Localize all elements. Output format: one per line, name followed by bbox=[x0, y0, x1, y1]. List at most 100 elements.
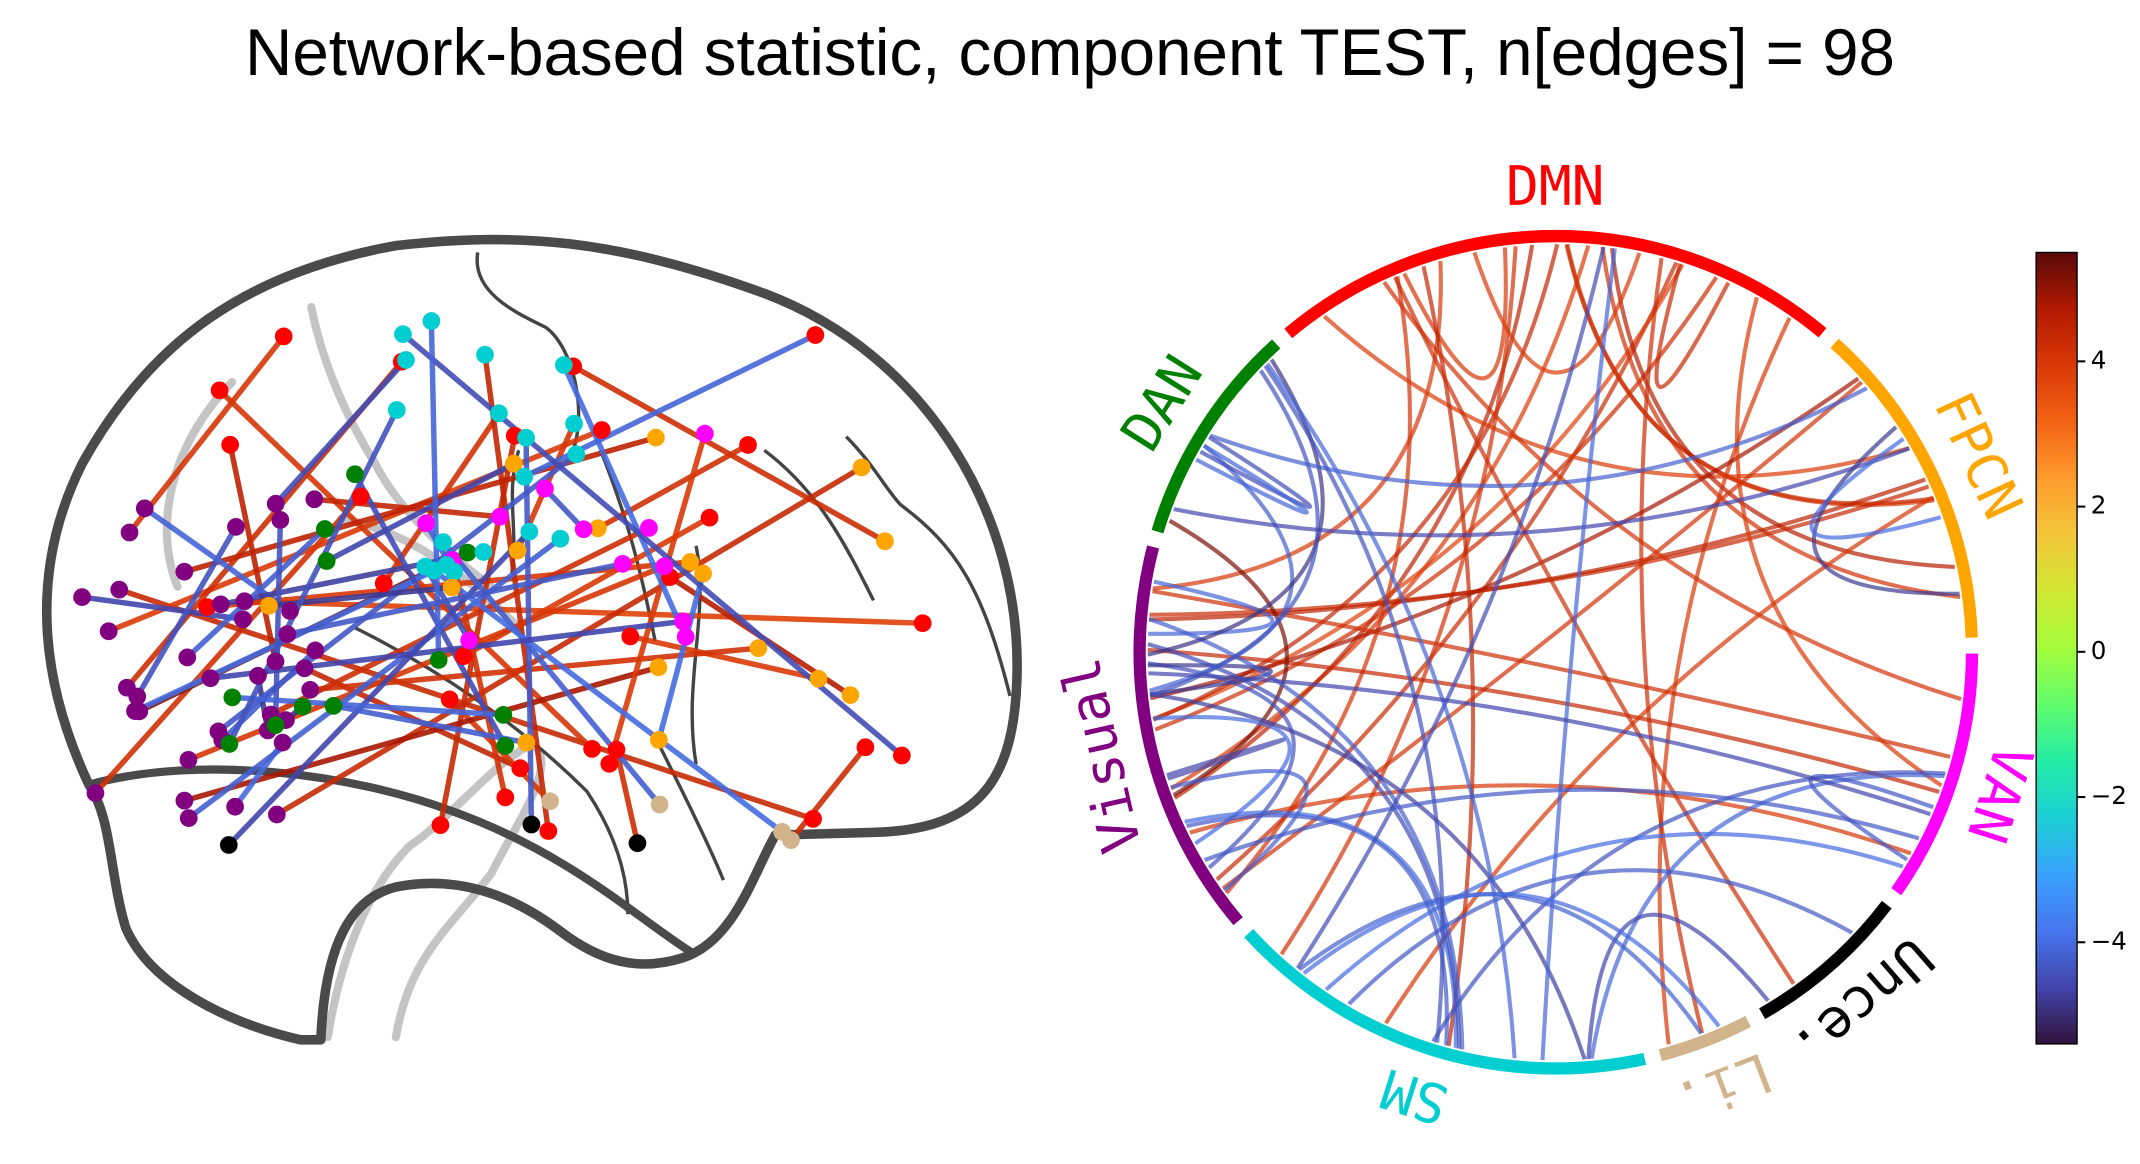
brain-edge bbox=[596, 442, 750, 531]
brain-node bbox=[249, 666, 267, 685]
brain-node bbox=[681, 553, 700, 571]
chord bbox=[1149, 484, 1930, 617]
brain-node bbox=[267, 805, 286, 824]
brain-node bbox=[607, 740, 626, 759]
brain-node bbox=[175, 791, 194, 810]
brain-node bbox=[315, 520, 334, 538]
brain-node bbox=[474, 543, 493, 561]
brain-node bbox=[496, 788, 515, 807]
chord bbox=[1297, 892, 1703, 1035]
brain-node bbox=[913, 614, 932, 633]
brain-node bbox=[266, 716, 285, 735]
brain-node bbox=[647, 428, 665, 447]
chord bbox=[1147, 642, 1462, 1049]
brain-edge bbox=[561, 363, 689, 638]
brain-node bbox=[892, 746, 911, 765]
chord bbox=[1279, 246, 1518, 956]
brain-node bbox=[494, 706, 513, 724]
brain-node bbox=[351, 487, 370, 506]
chord bbox=[1173, 244, 1535, 800]
chord bbox=[1148, 671, 1931, 817]
colorbar-tick-label: 0 bbox=[2091, 636, 2107, 665]
brain-node bbox=[739, 436, 757, 454]
chord bbox=[1152, 260, 1443, 591]
brain-node bbox=[178, 648, 197, 667]
brain-node bbox=[809, 669, 828, 688]
chord bbox=[1382, 280, 1962, 702]
brain-node bbox=[517, 733, 536, 752]
network-arc bbox=[1830, 338, 1978, 638]
brain-node bbox=[445, 562, 463, 581]
brain-edge bbox=[332, 703, 527, 746]
brain-node bbox=[574, 520, 593, 539]
brain-edge bbox=[441, 540, 662, 807]
brain-node bbox=[442, 578, 461, 597]
colorbar-tick-label: 2 bbox=[2091, 491, 2107, 520]
brain-node bbox=[211, 595, 230, 614]
brain-node bbox=[271, 511, 290, 529]
brain-node bbox=[536, 479, 554, 498]
chord bbox=[1812, 425, 1960, 596]
brain-node bbox=[434, 533, 452, 551]
brain-node bbox=[274, 327, 293, 346]
chord bbox=[1153, 714, 1292, 846]
brain-edge bbox=[286, 561, 624, 637]
brain-node bbox=[565, 414, 583, 433]
brain-node bbox=[120, 523, 139, 542]
brain-node bbox=[476, 345, 494, 364]
brain-node bbox=[508, 541, 527, 560]
brain-node bbox=[496, 736, 515, 755]
brain-edge bbox=[81, 594, 244, 622]
network-label: DMN bbox=[1506, 154, 1605, 218]
brain-edge bbox=[542, 486, 586, 532]
brain-node bbox=[541, 792, 559, 811]
brain-node bbox=[198, 598, 217, 616]
brain-edge bbox=[187, 536, 562, 821]
brain-node bbox=[422, 312, 441, 330]
chord bbox=[1657, 316, 1792, 1045]
brain-node bbox=[417, 514, 435, 533]
brain-edge bbox=[629, 633, 820, 682]
chord bbox=[1609, 247, 1955, 569]
brain-node bbox=[628, 834, 647, 853]
brain-edge bbox=[127, 334, 286, 535]
brain-edge bbox=[275, 465, 864, 817]
network-label: VAN bbox=[1955, 737, 2046, 850]
chord bbox=[1586, 912, 1770, 1060]
brain-node bbox=[694, 564, 712, 583]
brain-node bbox=[517, 428, 535, 447]
network-label: Unce. bbox=[1780, 925, 1946, 1081]
chord bbox=[1600, 246, 1961, 600]
brain-edge bbox=[272, 519, 284, 726]
brain-node bbox=[260, 596, 278, 615]
brain-node bbox=[346, 465, 364, 484]
brain-node bbox=[491, 507, 509, 526]
chord bbox=[1295, 246, 1606, 970]
brain-edge bbox=[656, 572, 706, 741]
brain-node bbox=[281, 602, 299, 620]
brain-node bbox=[305, 490, 324, 509]
brain-node bbox=[86, 784, 105, 802]
brain-node bbox=[522, 815, 541, 834]
brain-node bbox=[273, 733, 292, 752]
brain-node bbox=[425, 561, 443, 580]
brain-edge bbox=[788, 745, 868, 842]
brain-edge bbox=[185, 527, 327, 660]
colorbar-tick-label: 4 bbox=[2091, 345, 2107, 374]
brain-node bbox=[511, 759, 530, 778]
network-arc bbox=[1759, 900, 1892, 1020]
colorbar: −4 −2 0 2 4 bbox=[2035, 251, 2127, 1045]
chord bbox=[1203, 787, 1920, 862]
brain-node bbox=[655, 557, 674, 576]
chord bbox=[1152, 589, 1951, 759]
brain-node bbox=[175, 562, 194, 581]
brain-node bbox=[126, 702, 144, 720]
brain-node bbox=[235, 592, 254, 611]
network-arc bbox=[1133, 545, 1243, 926]
brain-node bbox=[749, 639, 768, 658]
brain-node bbox=[841, 686, 860, 704]
brain-node bbox=[220, 735, 239, 753]
brain-node bbox=[324, 697, 343, 715]
